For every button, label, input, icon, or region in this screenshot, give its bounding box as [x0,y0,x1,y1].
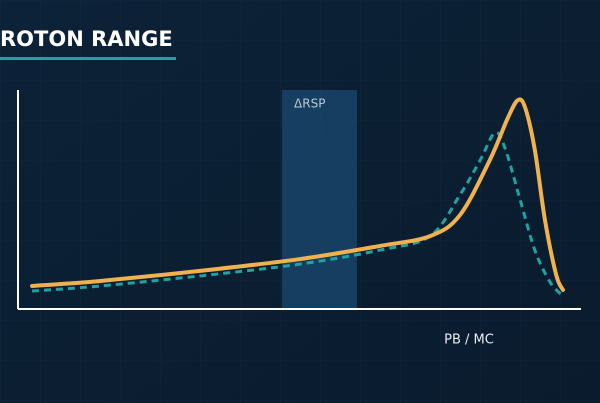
band [282,90,357,309]
band-label: ΔRSP [294,97,325,111]
series-line [30,97,565,292]
series-line [31,131,565,298]
plot-area: ΔRSP [30,90,565,309]
x-axis-label: PB / MC [444,333,494,348]
title-underline [0,57,176,60]
chart-title: ROTON RANGE [0,27,173,51]
